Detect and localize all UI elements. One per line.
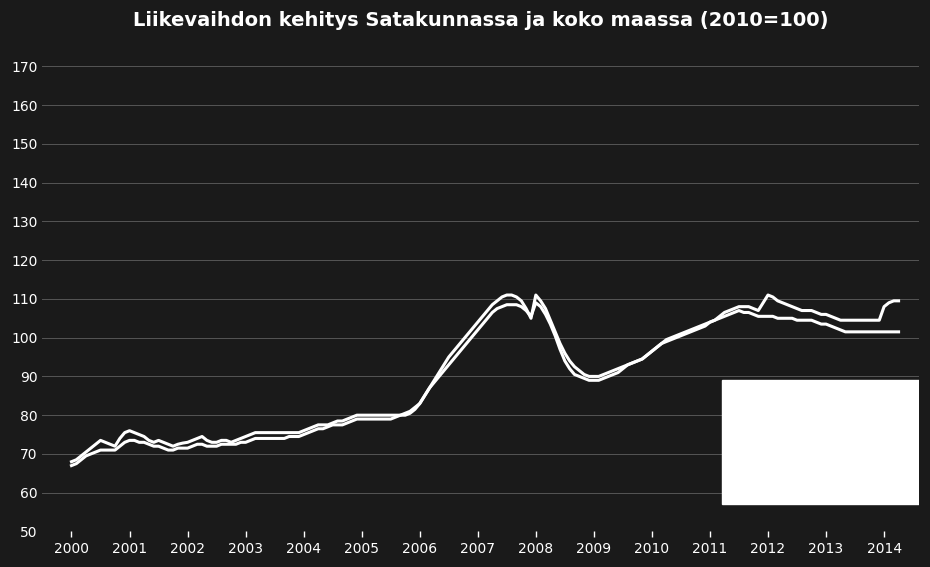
Title: Liikevaihdon kehitys Satakunnassa ja koko maassa (2010=100): Liikevaihdon kehitys Satakunnassa ja kok… [133, 11, 829, 30]
Bar [722, 380, 919, 504]
